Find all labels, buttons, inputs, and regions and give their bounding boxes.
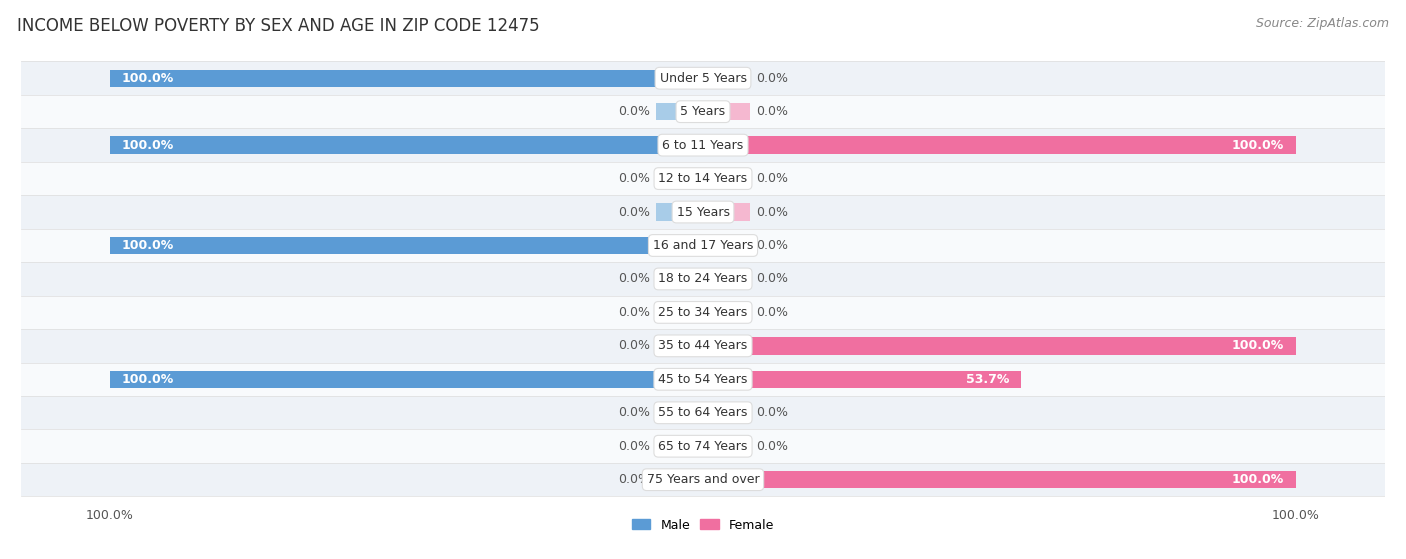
Text: 5 Years: 5 Years [681,105,725,118]
Bar [703,337,1296,354]
Text: 0.0%: 0.0% [756,239,789,252]
Bar [21,329,1385,363]
Bar [110,136,703,154]
Bar [703,237,751,254]
Text: 18 to 24 Years: 18 to 24 Years [658,272,748,286]
Bar [655,438,703,455]
Text: 35 to 44 Years: 35 to 44 Years [658,339,748,352]
Bar [703,203,751,221]
Bar [21,429,1385,463]
Text: 45 to 54 Years: 45 to 54 Years [658,373,748,386]
Text: 100.0%: 100.0% [1232,139,1284,151]
Text: 16 and 17 Years: 16 and 17 Years [652,239,754,252]
Text: 0.0%: 0.0% [756,406,789,419]
Text: 12 to 14 Years: 12 to 14 Years [658,172,748,185]
Bar [703,404,751,421]
Bar [655,404,703,421]
Text: 0.0%: 0.0% [756,72,789,85]
Text: 0.0%: 0.0% [756,272,789,286]
Text: 0.0%: 0.0% [756,206,789,219]
Text: 100.0%: 100.0% [122,373,174,386]
Text: 100.0%: 100.0% [122,72,174,85]
Bar [703,270,751,288]
Bar [655,170,703,187]
Bar [703,170,751,187]
Bar [21,396,1385,429]
Text: 0.0%: 0.0% [756,306,789,319]
Text: 25 to 34 Years: 25 to 34 Years [658,306,748,319]
Bar [21,229,1385,262]
Bar [110,371,703,388]
Bar [110,237,703,254]
Bar [21,162,1385,195]
Text: 100.0%: 100.0% [1232,473,1284,486]
Text: 15 Years: 15 Years [676,206,730,219]
Bar [110,69,703,87]
Bar [655,337,703,354]
Bar [703,304,751,321]
Bar [21,363,1385,396]
Text: 0.0%: 0.0% [617,473,650,486]
Text: Under 5 Years: Under 5 Years [659,72,747,85]
Text: 0.0%: 0.0% [756,105,789,118]
Text: 100.0%: 100.0% [122,239,174,252]
Text: 0.0%: 0.0% [617,339,650,352]
Bar [703,69,751,87]
Text: 0.0%: 0.0% [617,440,650,453]
Text: 0.0%: 0.0% [617,206,650,219]
Bar [21,195,1385,229]
Bar [655,270,703,288]
Bar [21,262,1385,296]
Bar [703,136,1296,154]
Text: 0.0%: 0.0% [617,306,650,319]
Bar [655,304,703,321]
Text: 75 Years and over: 75 Years and over [647,473,759,486]
Bar [655,471,703,489]
Bar [703,371,1021,388]
Text: 0.0%: 0.0% [756,440,789,453]
Text: 0.0%: 0.0% [617,172,650,185]
Text: Source: ZipAtlas.com: Source: ZipAtlas.com [1256,17,1389,30]
Text: 0.0%: 0.0% [617,406,650,419]
Text: 0.0%: 0.0% [756,172,789,185]
Bar [703,103,751,120]
Bar [21,61,1385,95]
Bar [21,463,1385,496]
Text: 55 to 64 Years: 55 to 64 Years [658,406,748,419]
Text: 6 to 11 Years: 6 to 11 Years [662,139,744,151]
Bar [21,129,1385,162]
Bar [21,296,1385,329]
Text: 53.7%: 53.7% [966,373,1010,386]
Bar [655,203,703,221]
Bar [21,95,1385,129]
Text: 0.0%: 0.0% [617,105,650,118]
Text: 100.0%: 100.0% [1232,339,1284,352]
Bar [703,438,751,455]
Text: 65 to 74 Years: 65 to 74 Years [658,440,748,453]
Text: 100.0%: 100.0% [122,139,174,151]
Text: 0.0%: 0.0% [617,272,650,286]
Bar [703,471,1296,489]
Legend: Male, Female: Male, Female [627,514,779,537]
Bar [655,103,703,120]
Text: INCOME BELOW POVERTY BY SEX AND AGE IN ZIP CODE 12475: INCOME BELOW POVERTY BY SEX AND AGE IN Z… [17,17,540,35]
